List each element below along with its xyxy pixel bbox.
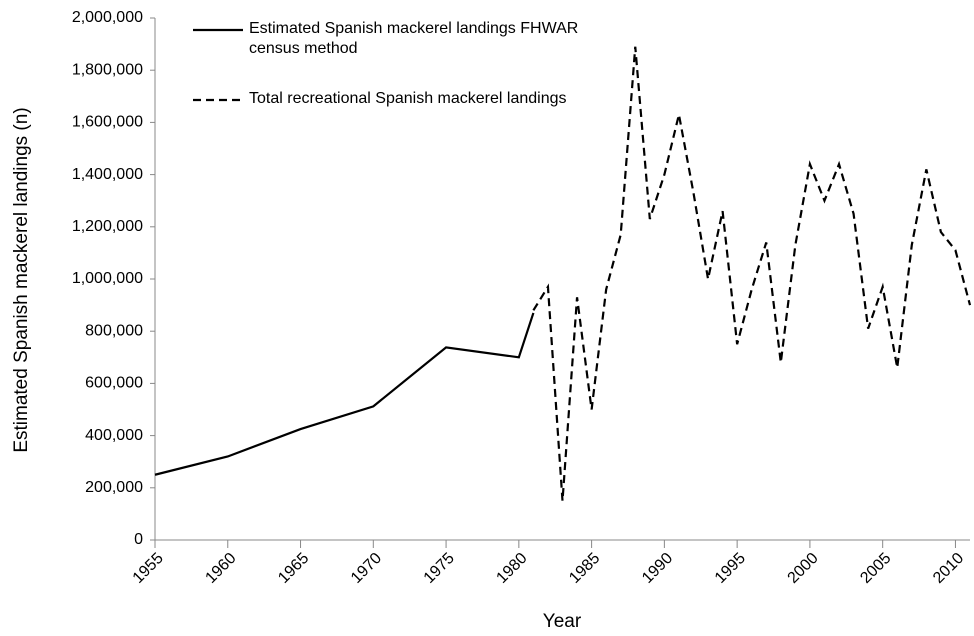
x-tick-label: 1955 — [130, 550, 167, 587]
legend-entry: Estimated Spanish mackerel landings FHWA… — [249, 20, 579, 57]
x-tick-label: 1960 — [202, 550, 239, 587]
x-tick-label: 1965 — [275, 550, 312, 587]
x-tick-label: 1995 — [712, 550, 749, 587]
series-line — [532, 46, 972, 501]
y-axis-title: Estimated Spanish mackerel landings (n) — [11, 107, 32, 452]
y-tick-label: 1,600,000 — [72, 114, 143, 131]
y-tick-label: 1,200,000 — [72, 218, 143, 235]
x-tick-label: 1970 — [348, 550, 385, 587]
x-tick-label: 1990 — [639, 550, 676, 587]
y-tick-label: 2,000,000 — [72, 9, 143, 26]
legend-entry: Total recreational Spanish mackerel land… — [249, 90, 567, 107]
x-tick-label: 1975 — [421, 550, 458, 587]
series-line — [154, 312, 535, 476]
y-tick-label: 800,000 — [85, 322, 143, 339]
y-tick-label: 1,000,000 — [72, 270, 143, 287]
y-tick-label: 1,800,000 — [72, 61, 143, 78]
y-tick-label: 400,000 — [85, 427, 143, 444]
y-tick-label: 0 — [134, 531, 143, 548]
y-tick-label: 1,400,000 — [72, 166, 143, 183]
y-tick-label: 600,000 — [85, 375, 143, 392]
x-tick-label: 2000 — [785, 550, 822, 587]
x-tick-label: 1980 — [493, 550, 530, 587]
x-tick-label: 2010 — [930, 550, 967, 587]
x-axis-title: Year — [543, 611, 582, 632]
y-tick-label: 200,000 — [85, 479, 143, 496]
x-tick-label: 2005 — [857, 550, 894, 587]
x-tick-label: 1985 — [566, 550, 603, 587]
